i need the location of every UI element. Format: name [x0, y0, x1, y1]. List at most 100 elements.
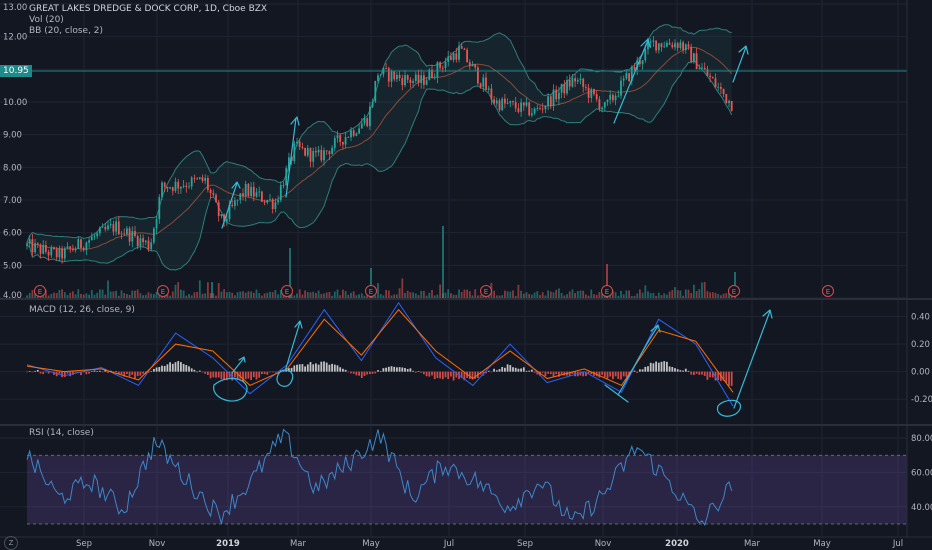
- earnings-marker[interactable]: E: [601, 285, 613, 297]
- price-candle: [698, 68, 701, 70]
- price-candle: [63, 248, 66, 259]
- annotation-arrow[interactable]: [213, 377, 248, 402]
- drawn-annotations[interactable]: [213, 38, 773, 417]
- price-candle: [552, 89, 555, 107]
- macd-histogram-bar: [74, 371, 77, 373]
- zoom-icon[interactable]: Z: [4, 536, 18, 550]
- earnings-marker[interactable]: E: [157, 285, 169, 297]
- earnings-marker-label: E: [605, 288, 609, 296]
- volume-bar: [428, 292, 431, 298]
- rsi-axis-tick: 60.00: [911, 468, 932, 478]
- volume-bar: [74, 294, 77, 298]
- price-candle: [339, 135, 342, 142]
- macd-histogram-bar: [236, 371, 239, 380]
- price-candle: [668, 42, 671, 45]
- rsi-indicator-label[interactable]: RSI (14, close): [29, 428, 94, 438]
- price-candle: [495, 100, 498, 104]
- earnings-marker[interactable]: E: [480, 285, 492, 297]
- macd-histogram-bar: [344, 369, 347, 372]
- earnings-marker[interactable]: E: [822, 285, 834, 297]
- pane-dividers[interactable]: [0, 0, 932, 538]
- volume-bar: [522, 293, 525, 298]
- macd-histogram-bar: [331, 363, 333, 372]
- macd-histogram-bar: [433, 371, 436, 380]
- volume-indicator-label[interactable]: Vol (20): [29, 15, 64, 25]
- annotation-arrow[interactable]: [733, 309, 773, 409]
- annotation-arrow[interactable]: [231, 356, 246, 374]
- volume-bar: [350, 292, 352, 298]
- volume-bar: [458, 289, 460, 298]
- macd-histogram-bar: [204, 371, 207, 374]
- annotation-arrow[interactable]: [221, 181, 241, 229]
- macd-histogram-bar: [725, 371, 728, 383]
- annotation-arrow[interactable]: [716, 399, 742, 417]
- volume-bar: [201, 293, 204, 298]
- earnings-marker[interactable]: E: [365, 285, 377, 297]
- volume-bar: [55, 293, 58, 298]
- macd-indicator-label[interactable]: MACD (12, 26, close, 9): [29, 305, 135, 315]
- volume-bar: [101, 289, 104, 298]
- macd-histogram-bar: [298, 364, 301, 372]
- price-candle: [134, 231, 136, 236]
- macd-axis-tick: 0.20: [911, 340, 930, 350]
- macd-histogram-bar: [288, 368, 290, 372]
- price-candle: [390, 71, 393, 82]
- volume-bar: [93, 294, 96, 298]
- earnings-marker-circle: [365, 285, 377, 297]
- volume-bar: [442, 226, 444, 298]
- volume-bar: [644, 285, 647, 298]
- price-candle: [99, 227, 101, 234]
- price-candle: [641, 60, 644, 65]
- price-candle: [109, 224, 112, 226]
- macd-histogram-bar: [450, 371, 452, 377]
- price-candle: [225, 219, 228, 222]
- macd-histogram-bar: [250, 371, 252, 381]
- volume-bar: [582, 290, 585, 298]
- volume-bar: [558, 288, 560, 298]
- annotation-arrow[interactable]: [732, 45, 749, 83]
- macd-histogram-bar: [58, 371, 61, 374]
- macd-histogram-bar: [406, 369, 409, 372]
- price-candle: [193, 177, 196, 179]
- annotation-arrow[interactable]: [613, 38, 651, 124]
- volume-bar: [512, 290, 514, 298]
- earnings-marker[interactable]: E: [728, 285, 740, 297]
- volume-bar: [69, 292, 72, 298]
- price-axis-tick: 7.00: [3, 196, 22, 206]
- volume-bar: [668, 291, 671, 298]
- price-candle: [123, 233, 126, 235]
- bollinger-indicator-label[interactable]: BB (20, close, 2): [29, 26, 104, 36]
- price-candle: [163, 182, 166, 187]
- macd-histogram-bar: [544, 371, 547, 377]
- macd-histogram-bar: [333, 364, 336, 372]
- earnings-marker[interactable]: E: [34, 285, 46, 297]
- price-candle: [590, 88, 593, 98]
- price-candle: [612, 94, 614, 101]
- price-candle: [269, 199, 271, 201]
- price-candle: [706, 69, 709, 76]
- price-candle: [671, 44, 674, 48]
- price-candle: [80, 239, 82, 248]
- price-candle: [93, 236, 96, 238]
- macd-histogram-bar: [398, 367, 401, 372]
- macd-histogram-bar: [711, 371, 714, 378]
- macd-histogram-bar: [493, 368, 495, 372]
- macd-histogram-bar: [158, 367, 161, 372]
- volume-bar: [47, 295, 50, 298]
- price-candle: [369, 106, 371, 127]
- annotation-arrow[interactable]: [285, 116, 300, 198]
- annotation-arrow[interactable]: [276, 369, 294, 387]
- earnings-marker[interactable]: E: [281, 285, 293, 297]
- annotation-arrow[interactable]: [285, 320, 303, 369]
- annotation-arrow[interactable]: [604, 384, 629, 403]
- volume-bar: [504, 290, 506, 298]
- annotation-arrow[interactable]: [617, 324, 661, 396]
- price-candle: [271, 199, 274, 209]
- price-candle: [703, 67, 706, 70]
- price-candle: [61, 248, 63, 259]
- macd-histogram-bar: [396, 367, 398, 372]
- price-candle: [55, 249, 58, 258]
- macd-histogram-bar: [360, 371, 363, 379]
